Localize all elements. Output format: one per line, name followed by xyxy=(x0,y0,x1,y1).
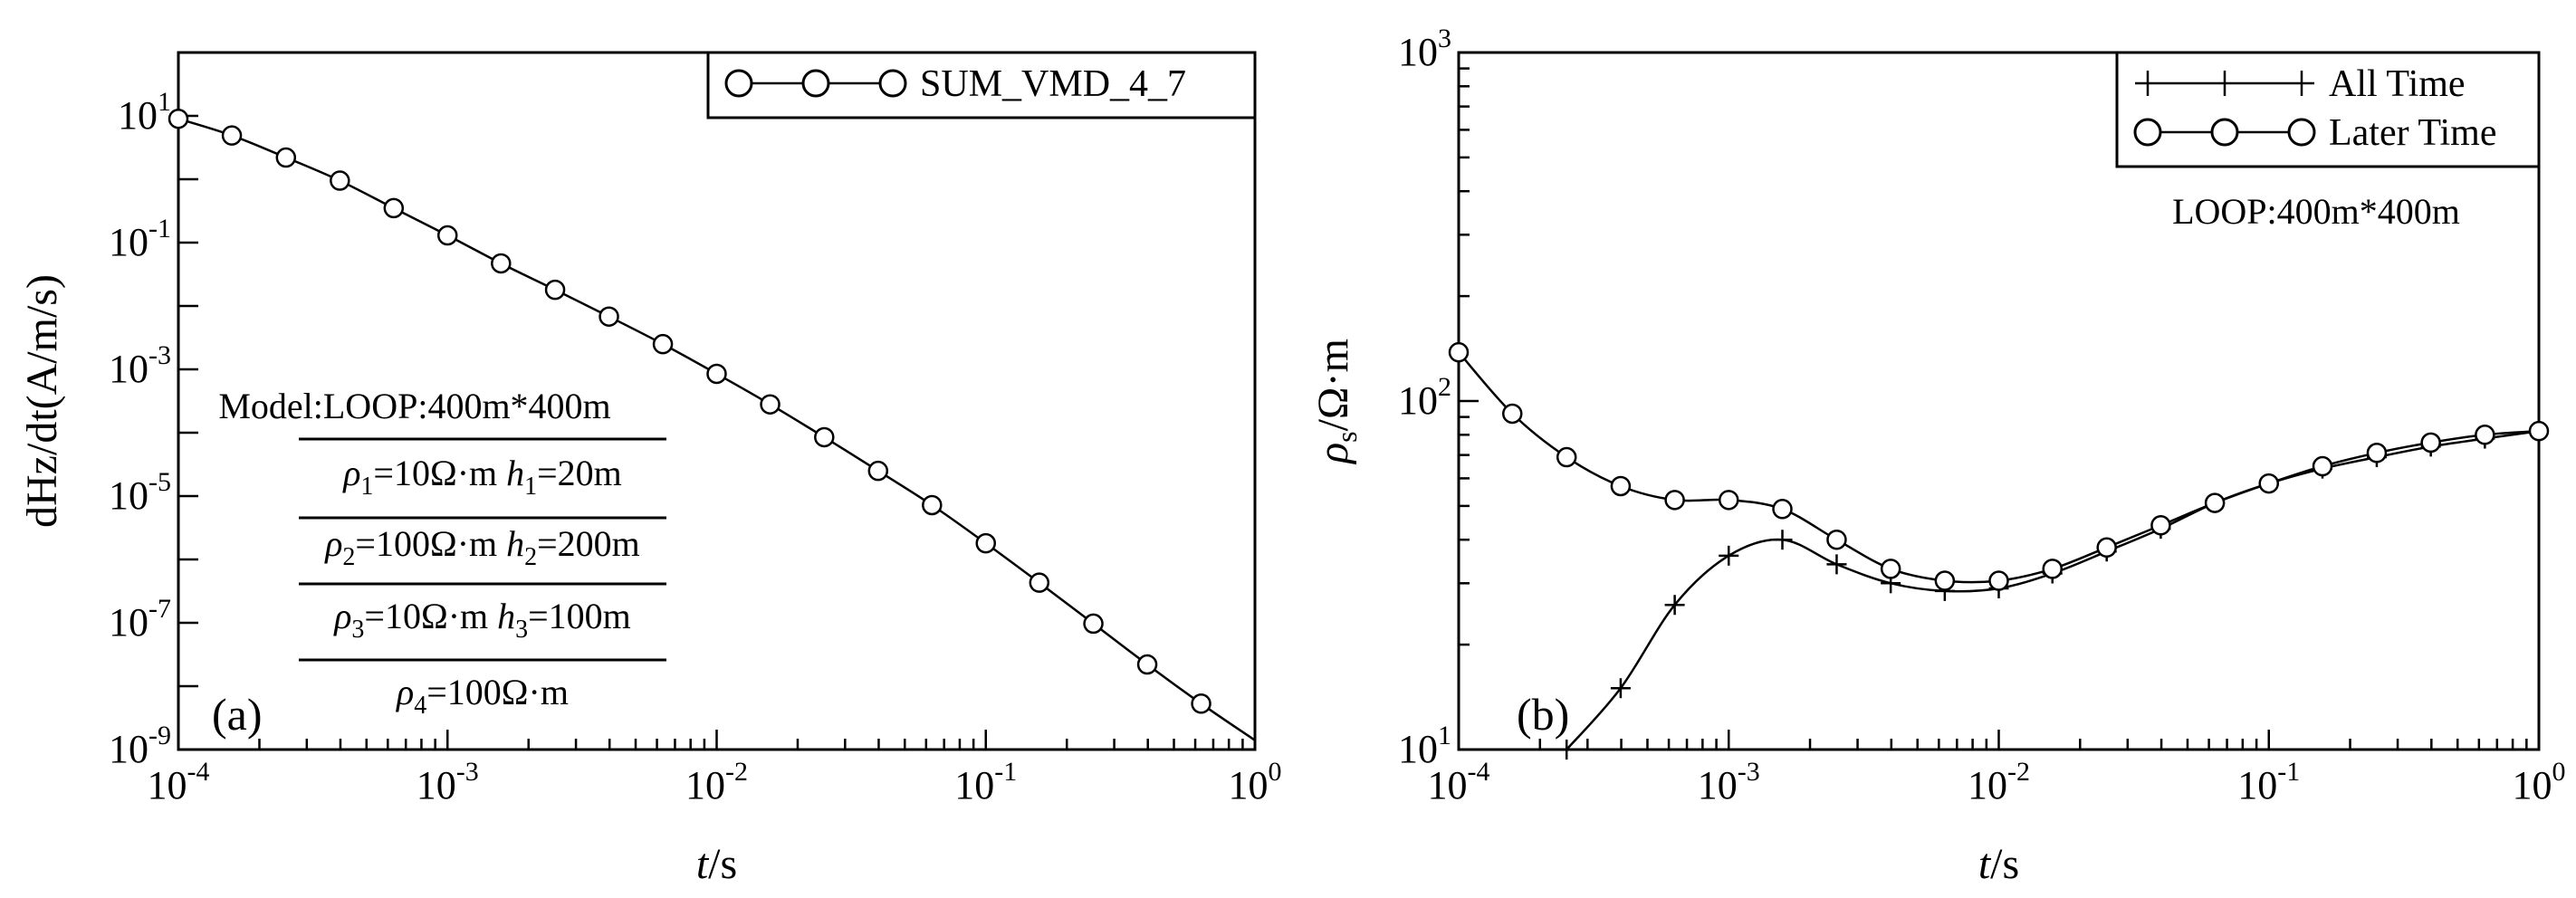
legend-marker xyxy=(878,69,907,98)
data-point xyxy=(975,532,996,554)
x-tick-label: 100 xyxy=(2513,757,2566,807)
data-point xyxy=(2258,473,2279,494)
series-line-sum-vmd-4-7 xyxy=(177,118,1256,741)
data-point xyxy=(652,333,674,355)
data-point xyxy=(491,253,512,274)
x-tick-label: 100 xyxy=(1229,757,1282,807)
x-tick-label: 10-2 xyxy=(685,757,748,807)
legend-box xyxy=(2115,51,2541,168)
data-point xyxy=(1826,554,1847,575)
y-axis-label: dHz/dt(A/m/s) xyxy=(18,274,66,528)
data-point xyxy=(2096,537,2117,559)
data-point xyxy=(2042,559,2063,579)
data-point xyxy=(1610,678,1631,699)
data-point xyxy=(2528,420,2550,442)
data-point xyxy=(1988,570,2009,591)
x-tick-label: 10-1 xyxy=(954,757,1017,807)
data-point xyxy=(1664,490,1685,511)
legend-marker xyxy=(2210,118,2239,147)
data-point xyxy=(1610,475,1632,497)
legend-label: Later Time xyxy=(2329,112,2497,154)
data-point xyxy=(1556,446,1577,468)
y-tick-label: 103 xyxy=(1398,24,1451,74)
model-title: Model:LOOP:400m*400m xyxy=(218,386,610,426)
data-point xyxy=(1772,499,1793,520)
panel-b: 10-4 10-3 10-2 10-1 100 101 102 103 t/s All Time L… xyxy=(1309,24,2566,888)
legend-box xyxy=(706,51,1257,119)
layer-row: ρ4=100Ω·m xyxy=(395,672,569,720)
data-point xyxy=(599,306,619,327)
data-point xyxy=(1083,613,1104,635)
data-point xyxy=(867,460,889,482)
layer-row: ρ1=10Ω·m h1=20m xyxy=(341,453,622,501)
data-point xyxy=(437,224,458,246)
data-point xyxy=(1556,740,1577,759)
series-line-all-time xyxy=(1566,429,2540,750)
y-tick-label: 101 xyxy=(118,87,171,138)
data-point xyxy=(1772,530,1793,550)
panel-label: (a) xyxy=(212,689,263,740)
data-point xyxy=(1664,595,1685,616)
y-tick-label: 10-5 xyxy=(109,467,171,518)
y-tick-label: 102 xyxy=(1398,372,1451,423)
y-tick-label: 10-1 xyxy=(109,214,171,264)
data-point xyxy=(2150,515,2171,536)
data-point xyxy=(1029,572,1050,593)
series-line-later-time xyxy=(1458,351,2540,584)
legend-label: All Time xyxy=(2329,63,2466,105)
data-point xyxy=(1880,559,1901,579)
legend-marker xyxy=(801,69,830,98)
x-tick-label: 10-2 xyxy=(1968,757,2030,807)
legend-marker xyxy=(2287,118,2316,147)
data-point xyxy=(1501,403,1523,425)
data-point xyxy=(1826,529,1847,550)
y-tick-label: 101 xyxy=(1398,721,1451,771)
data-point xyxy=(814,426,835,448)
data-point xyxy=(2204,492,2226,513)
data-point xyxy=(706,363,727,385)
data-point xyxy=(1136,654,1158,675)
loop-annotation: LOOP:400m*400m xyxy=(2172,191,2460,232)
x-tick-label: 10-3 xyxy=(1698,757,1760,807)
data-point xyxy=(168,108,189,129)
data-point xyxy=(760,394,780,415)
y-tick-label: 10-9 xyxy=(109,721,171,771)
legend-marker xyxy=(724,69,753,98)
panel-a: 10-4 10-3 10-2 10-1 100 101 10-1 10-3 10-5 10-7 10… xyxy=(18,51,1282,888)
x-tick-label: 10-4 xyxy=(1428,757,1490,807)
x-axis-label: t/s xyxy=(696,840,737,888)
y-axis-label: ρs/Ω·m xyxy=(1309,339,1363,465)
data-point xyxy=(544,279,566,301)
legend-marker xyxy=(2133,118,2162,147)
data-point xyxy=(275,147,297,168)
data-point xyxy=(2366,443,2388,463)
legend-label: SUM_VMD_4_7 xyxy=(920,63,1186,105)
x-tick-label: 10-4 xyxy=(148,757,210,807)
data-point xyxy=(1448,341,1470,363)
data-point xyxy=(1719,490,1739,511)
data-point xyxy=(2312,455,2333,477)
data-point xyxy=(2420,432,2441,454)
data-point xyxy=(1934,570,1956,591)
layer-row: ρ2=100Ω·m h2=200m xyxy=(323,523,640,571)
data-point xyxy=(221,125,243,146)
y-tick-label: 10-7 xyxy=(109,594,171,645)
data-point xyxy=(330,170,350,191)
data-point xyxy=(383,197,405,219)
x-tick-label: 10-3 xyxy=(417,757,479,807)
panel-label: (b) xyxy=(1517,689,1569,740)
data-point xyxy=(1191,693,1211,714)
layer-row: ρ3=10Ω·m h3=100m xyxy=(332,596,631,644)
x-tick-label: 10-1 xyxy=(2237,757,2300,807)
y-tick-label: 10-3 xyxy=(109,340,171,391)
x-axis-label: t/s xyxy=(1978,840,2019,888)
data-point xyxy=(1719,545,1739,566)
data-point xyxy=(922,494,943,516)
data-point xyxy=(2475,425,2495,445)
